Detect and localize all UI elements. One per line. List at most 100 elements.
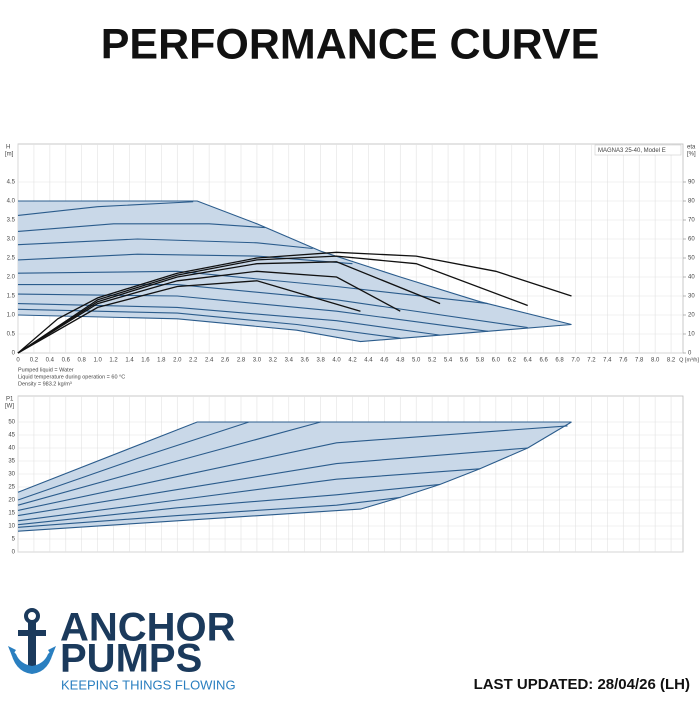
- x-tick-label: 8.0: [651, 358, 660, 364]
- x-tick-label: 7.0: [571, 358, 580, 364]
- y-tick-label: 40: [8, 446, 15, 452]
- y-tick-label: 3.5: [7, 218, 16, 224]
- y-tick-label: 0: [12, 351, 16, 357]
- y-tick-label: 5: [12, 537, 16, 543]
- liquid-note: Density = 983.2 kg/m³: [18, 381, 72, 387]
- liquid-note: Pumped liquid = Water: [18, 367, 74, 373]
- x-tick-label: 2.6: [221, 358, 230, 364]
- curve: [17, 447, 528, 517]
- logo-icon: [8, 608, 56, 674]
- y-tick-label: 50: [8, 420, 15, 426]
- x-tick-label: 6.6: [539, 358, 548, 364]
- curve: [17, 421, 321, 506]
- y2-tick-label: 90: [688, 180, 695, 186]
- x-tick-label: 2.8: [237, 358, 246, 364]
- curve: [17, 201, 194, 216]
- curve: [17, 314, 572, 343]
- x-tick-label: 6.0: [492, 358, 501, 364]
- curve: [17, 270, 488, 305]
- brand-line: PUMPS: [60, 637, 202, 681]
- curve: [17, 293, 488, 332]
- y-tick-label: 1.5: [7, 294, 16, 300]
- x-tick-label: 3.0: [253, 358, 262, 364]
- y2-tick-label: 40: [688, 275, 695, 281]
- operating-range-fill: [18, 422, 572, 532]
- y2-tick-label: 10: [688, 332, 695, 338]
- curve: [17, 308, 401, 339]
- curve: [18, 200, 572, 326]
- x-tick-label: 6.8: [555, 358, 564, 364]
- x-tick-label: 1.6: [141, 358, 150, 364]
- x-tick-label: 4.2: [348, 358, 357, 364]
- x-tick-label: 2.0: [173, 358, 182, 364]
- x-tick-label: 3.2: [269, 358, 278, 364]
- x-tick-label: 2.4: [205, 358, 214, 364]
- brand-line: ANCHOR: [60, 606, 236, 650]
- x-tick-label: 4.6: [380, 358, 389, 364]
- y2-tick-label: 60: [688, 237, 695, 243]
- x-tick-label: 5.8: [476, 358, 485, 364]
- efficiency-curve: [17, 255, 528, 354]
- curve: [17, 421, 572, 493]
- x-tick-label: 0: [16, 358, 20, 364]
- x-tick-label: 7.6: [619, 358, 628, 364]
- curve: [17, 496, 401, 528]
- y-tick-label: 0.5: [7, 332, 16, 338]
- y2-tick-label: 70: [688, 218, 695, 224]
- x-tick-label: 6.2: [508, 358, 517, 364]
- x-tick-label: 4.4: [364, 358, 373, 364]
- y-tick-label: 30: [8, 472, 15, 478]
- y-tick-label: 35: [8, 459, 15, 465]
- y-tick-label: 2.5: [7, 256, 16, 262]
- x-tick-label: 3.8: [316, 358, 325, 364]
- y-axis-unit: [m]: [5, 152, 14, 158]
- y2-tick-label: 30: [688, 294, 695, 300]
- curve: [17, 425, 568, 511]
- x-tick-label: 0.2: [30, 358, 39, 364]
- x-tick-label: 0.6: [62, 358, 71, 364]
- x-axis-label: Q [m³/h]: [679, 357, 699, 363]
- x-tick-label: 1.0: [93, 358, 102, 364]
- x-tick-label: 6.4: [524, 358, 533, 364]
- y-axis-unit: [W]: [5, 404, 14, 410]
- x-tick-label: 0.4: [46, 358, 55, 364]
- efficiency-curve: [17, 270, 401, 354]
- y-tick-label: 20: [8, 498, 15, 504]
- x-tick-label: 7.4: [603, 358, 612, 364]
- x-tick-label: 1.2: [109, 358, 118, 364]
- y2-tick-label: 0: [688, 351, 692, 357]
- x-tick-label: 1.4: [125, 358, 134, 364]
- x-tick-label: 2.2: [189, 358, 198, 364]
- x-tick-label: 5.0: [412, 358, 421, 364]
- efficiency-curve: [17, 280, 361, 354]
- x-tick-label: 3.4: [285, 358, 294, 364]
- curve: [18, 284, 528, 329]
- x-tick-label: 7.2: [587, 358, 596, 364]
- y-tick-label: 2.0: [7, 275, 16, 281]
- x-tick-label: 4.8: [396, 358, 405, 364]
- x-tick-label: 5.4: [444, 358, 453, 364]
- y2-axis-label: eta: [687, 145, 696, 151]
- x-tick-label: 3.6: [301, 358, 310, 364]
- curve: [17, 468, 480, 522]
- curve: [17, 303, 441, 336]
- efficiency-curve: [17, 251, 572, 354]
- page-title: PERFORMANCE CURVE: [101, 20, 600, 68]
- y-tick-label: 1.0: [7, 313, 16, 319]
- y-tick-label: 10: [8, 524, 15, 530]
- y-tick-label: 0: [12, 550, 16, 556]
- y-tick-label: 15: [8, 511, 15, 517]
- model-box: [594, 144, 682, 156]
- x-tick-label: 0.8: [78, 358, 87, 364]
- x-tick-label: 4.0: [332, 358, 341, 364]
- x-tick-label: 5.2: [428, 358, 437, 364]
- y-tick-label: 4.5: [7, 180, 16, 186]
- y2-tick-label: 80: [688, 199, 695, 205]
- curve: [17, 421, 572, 532]
- x-tick-label: 8.2: [667, 358, 676, 364]
- y-tick-label: 25: [8, 485, 15, 491]
- y-axis-label: H: [6, 145, 10, 151]
- y-axis-label: P1: [6, 397, 14, 403]
- x-tick-label: 1.8: [157, 358, 166, 364]
